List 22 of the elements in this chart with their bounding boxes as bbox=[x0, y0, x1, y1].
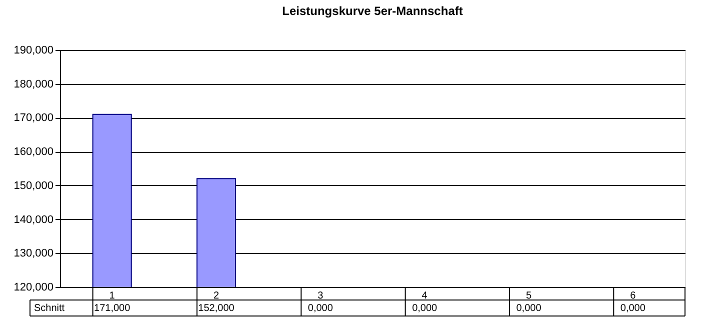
text: Schnitt bbox=[34, 303, 65, 314]
x-tick-label: 1 bbox=[109, 290, 116, 302]
y-tick-label: 150,000 bbox=[14, 180, 54, 192]
data-label: 152,000 bbox=[198, 303, 235, 314]
y-tick-label: 160,000 bbox=[14, 146, 54, 158]
text: 0,000 bbox=[308, 303, 333, 314]
x-tick-label: 2 bbox=[213, 290, 220, 302]
y-tick-label: 170,000 bbox=[14, 112, 54, 124]
x-tick-label: 5 bbox=[526, 290, 532, 302]
y-tick-label: 140,000 bbox=[14, 214, 54, 226]
y-tick-label: 120,000 bbox=[14, 282, 54, 294]
x-tick-label: 6 bbox=[630, 290, 636, 302]
text: 0,000 bbox=[412, 303, 438, 314]
text: 0,000 bbox=[516, 303, 542, 314]
y-tick-label: 130,000 bbox=[14, 248, 54, 260]
y-tick-label: 180,000 bbox=[14, 78, 54, 90]
data-label: 171,000 bbox=[94, 303, 131, 314]
x-tick-label: 3 bbox=[318, 290, 324, 302]
x-tick-label: 4 bbox=[422, 290, 428, 302]
chart-title: Leistungskurve 5er-Mannschaft bbox=[282, 4, 463, 18]
y-tick-label: 190,000 bbox=[14, 44, 54, 56]
text: 0,000 bbox=[620, 303, 646, 314]
